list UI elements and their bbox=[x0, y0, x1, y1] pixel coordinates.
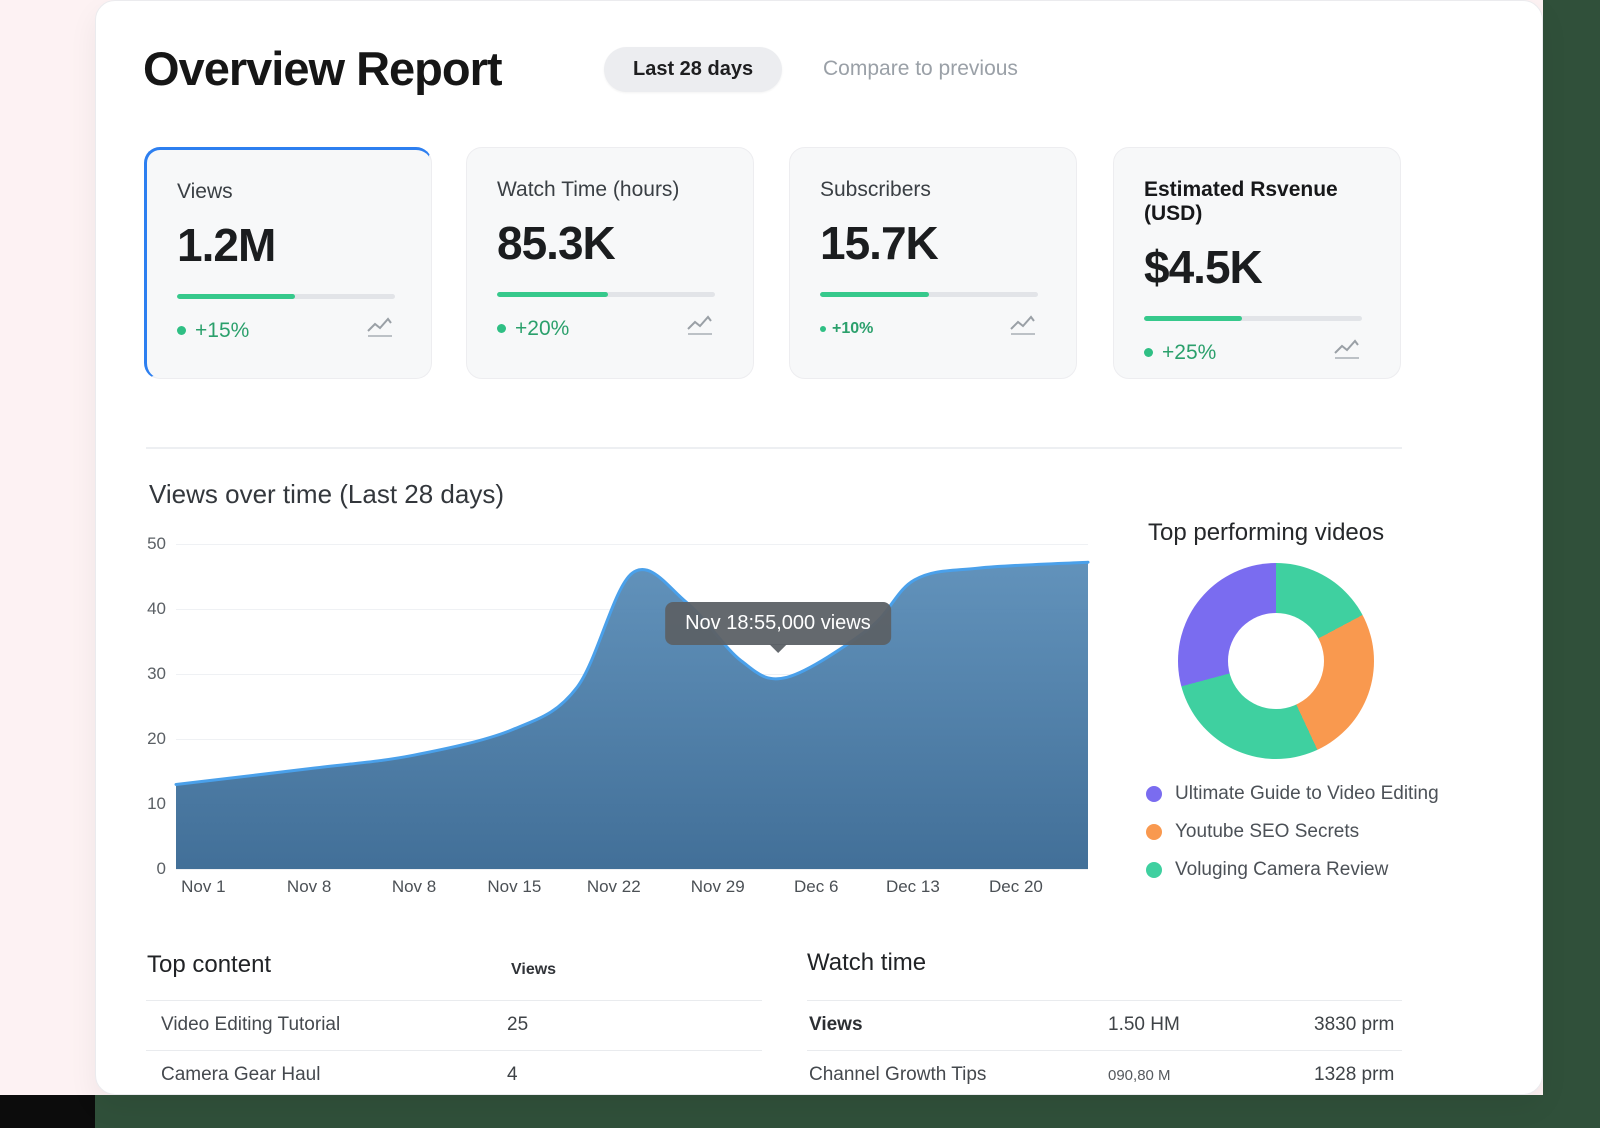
kpi-progress-track bbox=[497, 292, 715, 297]
area-chart-svg bbox=[174, 560, 1090, 869]
watch-time-name: Views bbox=[809, 1014, 863, 1035]
legend-item[interactable]: Voluging Camera Review bbox=[1146, 859, 1506, 881]
y-tick-label: 30 bbox=[147, 664, 166, 683]
legend-dot-icon bbox=[1146, 862, 1162, 878]
kpi-label: Subscribers bbox=[820, 178, 931, 201]
kpi-delta-text: +15% bbox=[195, 318, 250, 342]
background-strip-bottom bbox=[95, 1095, 1600, 1128]
watch-time-value-1: 1.50 HM bbox=[1108, 1014, 1180, 1035]
watch-time-name: Channel Growth Tips bbox=[809, 1064, 987, 1085]
area-line bbox=[174, 560, 1090, 786]
kpi-delta: +15% bbox=[177, 319, 249, 343]
content-name: Video Editing Tutorial bbox=[161, 1014, 341, 1035]
watch-time-value-2: 1328 prm bbox=[1314, 1064, 1395, 1085]
chart-tooltip: Nov 18:55,000 views bbox=[665, 602, 891, 653]
x-tick-label: Nov 8 bbox=[391, 877, 437, 896]
kpi-delta-text: +25% bbox=[1162, 340, 1217, 364]
y-tick-label: 40 bbox=[147, 599, 166, 618]
section-divider bbox=[146, 447, 1402, 449]
compare-to-previous-button[interactable]: Compare to previous bbox=[823, 57, 1018, 80]
kpi-delta: +25% bbox=[1144, 341, 1216, 365]
y-tick-label: 10 bbox=[147, 794, 166, 813]
x-tick-label: Nov 22 bbox=[586, 877, 641, 896]
donut-legend: Ultimate Guide to Video Editing Youtube … bbox=[1146, 783, 1506, 897]
x-tick-label: Nov 15 bbox=[487, 877, 542, 896]
trend-chart-icon bbox=[1332, 339, 1362, 366]
y-tick-label: 20 bbox=[147, 729, 166, 748]
content-name: Camera Gear Haul bbox=[161, 1064, 321, 1085]
kpi-progress-track bbox=[1144, 316, 1362, 321]
content-views: 4 bbox=[507, 1064, 518, 1085]
kpi-card-estimated-revenue[interactable]: Estimated Rsvenue (USD) $4.5K +25% bbox=[1113, 147, 1401, 379]
kpi-progress-fill bbox=[820, 292, 929, 297]
top-videos-donut-chart[interactable] bbox=[1178, 563, 1374, 759]
kpi-value: 85.3K bbox=[497, 217, 616, 269]
legend-item[interactable]: Youtube SEO Secrets bbox=[1146, 821, 1506, 843]
background-strip-right bbox=[1543, 0, 1600, 1128]
page-title: Overview Report bbox=[143, 42, 503, 95]
table-row[interactable]: Video Editing Tutorial 25 bbox=[146, 1000, 762, 1047]
trend-chart-icon bbox=[685, 315, 715, 342]
delta-dot-icon bbox=[177, 326, 186, 335]
kpi-label: Estimated Rsvenue (USD) bbox=[1144, 178, 1338, 225]
x-tick-label: Dec 20 bbox=[989, 877, 1043, 896]
x-tick-label: Nov 29 bbox=[690, 877, 745, 896]
kpi-label: Views bbox=[177, 180, 233, 203]
trend-chart-icon bbox=[365, 317, 395, 344]
kpi-delta: +20% bbox=[497, 317, 569, 341]
x-tick-label: Dec 13 bbox=[885, 877, 940, 896]
trend-chart-icon bbox=[1008, 315, 1038, 342]
kpi-delta: +10% bbox=[820, 320, 873, 338]
delta-dot-icon bbox=[1144, 348, 1153, 357]
x-tick-label: Nov 1 bbox=[181, 877, 226, 896]
top-videos-title: Top performing videos bbox=[1148, 519, 1385, 546]
content-views: 25 bbox=[507, 1014, 529, 1035]
views-column-header: Views bbox=[511, 961, 557, 978]
kpi-progress-fill bbox=[177, 294, 295, 299]
kpi-card-subscribers[interactable]: Subscribers 15.7K +10% bbox=[789, 147, 1077, 379]
y-tick-label: 0 bbox=[156, 859, 166, 878]
kpi-progress-track bbox=[820, 292, 1038, 297]
x-tick-label: Dec 6 bbox=[794, 877, 839, 896]
kpi-value: $4.5K bbox=[1144, 241, 1263, 293]
delta-dot-icon bbox=[820, 325, 826, 332]
views-area-chart[interactable]: Nov 18:55,000 views Nov 1 Nov 8 Nov 8 Nov 1… bbox=[174, 544, 1090, 896]
kpi-progress-fill bbox=[1144, 316, 1243, 321]
watch-time-value-1: 090,80 M bbox=[1108, 1067, 1171, 1084]
legend-item[interactable]: Ultimate Guide to Video Editing bbox=[1146, 783, 1506, 805]
kpi-card-watch-time[interactable]: Watch Time (hours) 85.3K +20% bbox=[466, 147, 754, 379]
y-tick-label: 50 bbox=[147, 534, 166, 553]
background-corner bbox=[0, 1095, 95, 1128]
chart-tooltip-text: Nov 18:55,000 views bbox=[685, 612, 871, 634]
chart-y-axis: 50 40 30 20 10 0 bbox=[120, 534, 166, 878]
x-tick-label: Nov 8 bbox=[286, 877, 332, 896]
legend-label: Youtube SEO Secrets bbox=[1175, 821, 1360, 842]
top-content-title: Top content bbox=[147, 951, 272, 978]
date-range-pill[interactable]: Last 28 days bbox=[604, 47, 783, 92]
tooltip-caret-icon bbox=[768, 644, 787, 653]
legend-label: Ultimate Guide to Video Editing bbox=[1175, 783, 1439, 804]
kpi-progress-track bbox=[177, 294, 395, 299]
kpi-value: 15.7K bbox=[820, 217, 939, 269]
area-fill bbox=[176, 562, 1088, 869]
chart-x-axis: Nov 1 Nov 8 Nov 8 Nov 15 Nov 22 Nov 29 Dec 6 De… bbox=[176, 877, 1088, 901]
kpi-card-views[interactable]: Views 1.2M +15% bbox=[144, 147, 432, 379]
dashboard-card: Overview Report Last 28 days Compare to … bbox=[95, 0, 1543, 1095]
kpi-delta-text: +20% bbox=[515, 316, 570, 340]
kpi-delta-text: +10% bbox=[832, 319, 874, 337]
table-row[interactable]: Views 1.50 HM 3830 prm bbox=[807, 1000, 1402, 1047]
views-chart-title: Views over time (Last 28 days) bbox=[149, 479, 504, 509]
kpi-progress-fill bbox=[497, 292, 609, 297]
table-row[interactable]: Channel Growth Tips 090,80 M 1328 prm bbox=[807, 1050, 1402, 1097]
legend-dot-icon bbox=[1146, 786, 1162, 802]
legend-label: Voluging Camera Review bbox=[1175, 859, 1389, 880]
watch-time-title: Watch time bbox=[807, 949, 927, 976]
table-row[interactable]: Camera Gear Haul 4 bbox=[146, 1050, 762, 1097]
legend-dot-icon bbox=[1146, 824, 1162, 840]
delta-dot-icon bbox=[497, 324, 506, 333]
kpi-value: 1.2M bbox=[177, 219, 276, 271]
watch-time-value-2: 3830 prm bbox=[1314, 1014, 1395, 1035]
kpi-label: Watch Time (hours) bbox=[497, 178, 680, 201]
